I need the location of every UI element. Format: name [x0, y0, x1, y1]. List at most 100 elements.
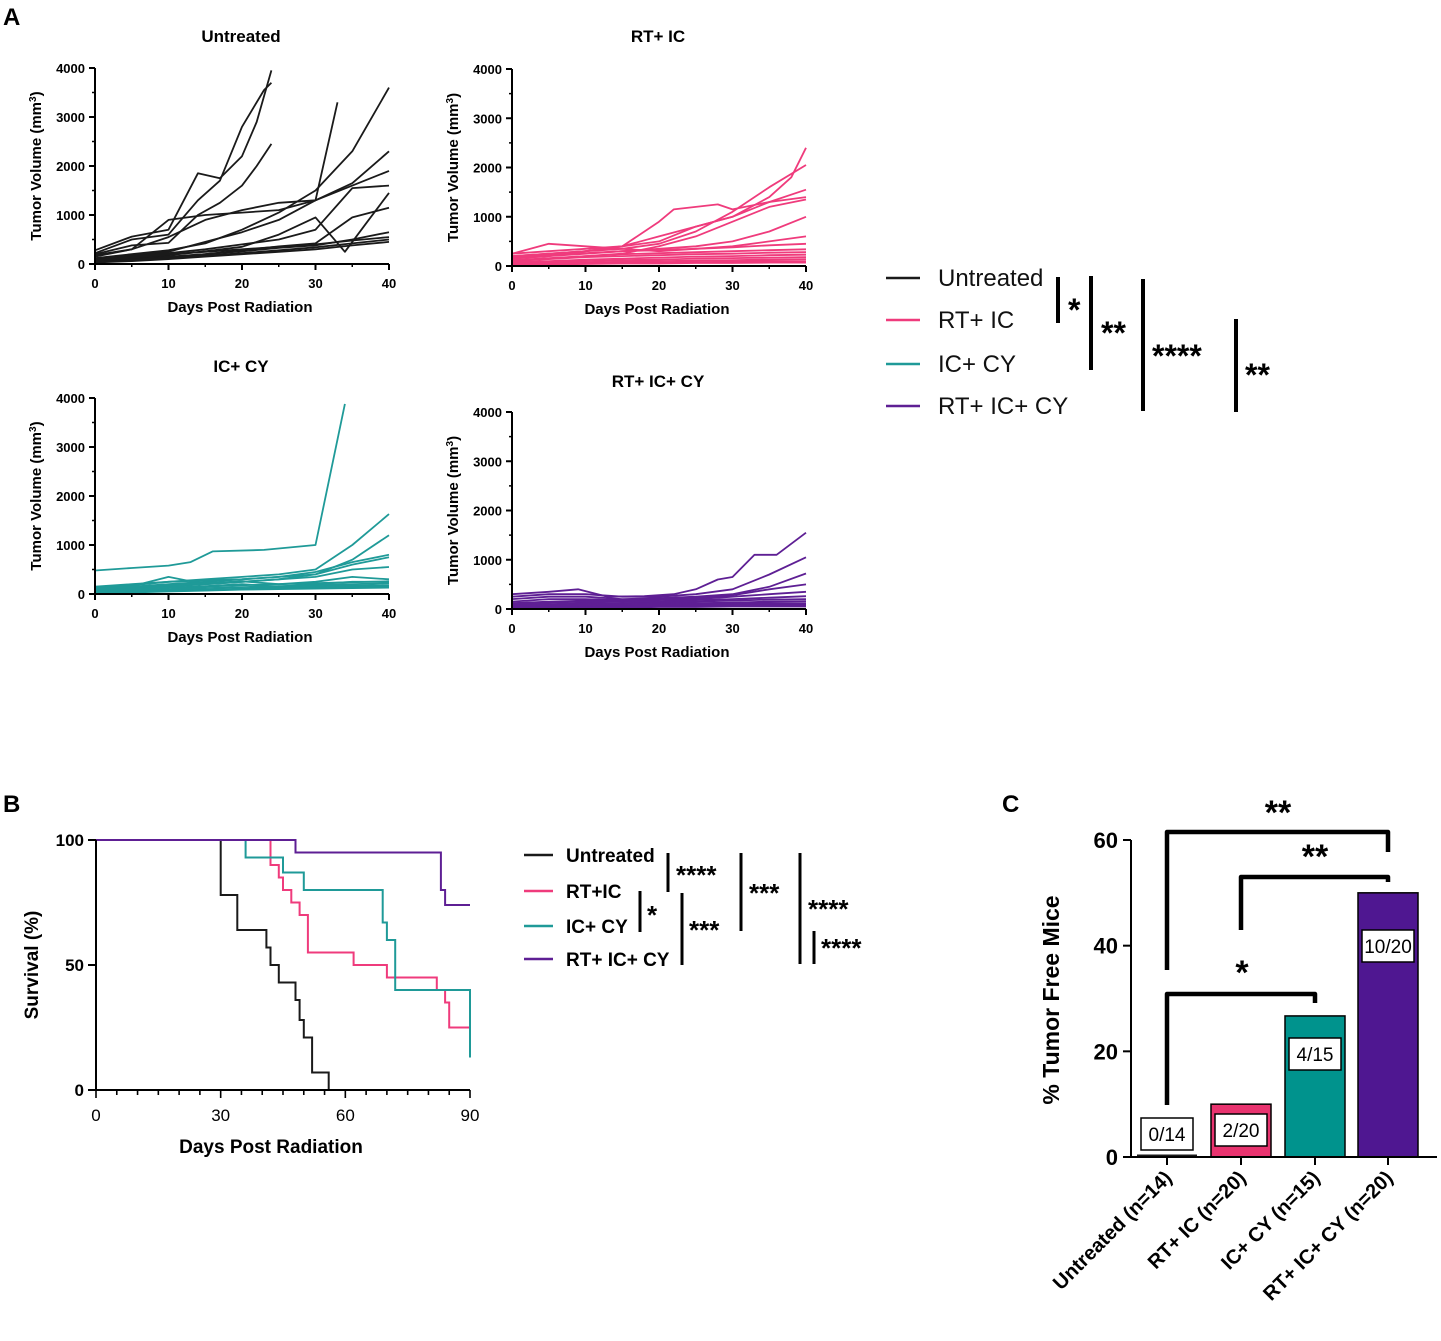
legend-label: RT+IC	[566, 882, 622, 903]
significance-stars: ****	[676, 860, 717, 890]
x-tick-label: 20	[235, 276, 249, 291]
growth-curve-2	[511, 556, 807, 598]
chart-title: RT+ IC+ CY	[612, 372, 705, 391]
growth-curve-8	[511, 600, 807, 607]
growth-chart-untreated: Untreated 0 1000 2000 3000 4000 0 10 20 30 40 Days …	[28, 27, 397, 316]
significance-stars: ***	[749, 878, 780, 908]
growth-curve-7	[511, 235, 807, 255]
significance-stars: ****	[821, 933, 862, 963]
significance-stars: ***	[689, 915, 720, 945]
y-tick-label: 0	[1106, 1145, 1118, 1170]
growth-curve-12	[94, 238, 390, 263]
growth-curve-13	[94, 586, 390, 595]
x-axis-label: Days Post Radiation	[179, 1137, 363, 1158]
x-category-label: Untreated (n=14)	[1049, 1167, 1177, 1295]
bar-label-box	[1140, 1117, 1194, 1151]
y-tick-label: 3000	[473, 111, 502, 126]
growth-curve-12	[511, 605, 806, 610]
x-tick-label: 0	[91, 606, 98, 621]
x-axis-label: Days Post Radiation	[167, 629, 312, 646]
y-tick-label: 4000	[56, 61, 85, 76]
y-tick-label: 1000	[473, 553, 502, 568]
legend-label: Untreated	[938, 265, 1043, 292]
growth-curve-4	[94, 102, 339, 258]
y-axis-label: Tumor Volume (mm3)	[28, 421, 46, 570]
survival-curve	[96, 839, 330, 1090]
tumor-free-bar-chart: 0/14 2/20 4/15 10/20 0 20 40 60 Untreated (n=14)…	[1038, 794, 1437, 1305]
growth-curve-11	[511, 253, 807, 263]
significance-stars: **	[1245, 357, 1270, 393]
x-tick-label: 0	[508, 278, 515, 293]
y-tick-label: 4000	[56, 391, 85, 406]
x-tick-label: 40	[799, 621, 813, 636]
chart-title: RT+ IC	[631, 27, 685, 46]
x-tick-label: 30	[725, 278, 739, 293]
y-tick-label: 1000	[473, 210, 502, 225]
x-tick-label: 60	[336, 1106, 355, 1125]
y-tick-label: 1000	[56, 208, 85, 223]
y-tick-label: 2000	[56, 159, 85, 174]
significance-stars: *	[1235, 954, 1249, 992]
bar-label: 4/15	[1297, 1045, 1334, 1066]
y-tick-label: 3000	[56, 110, 85, 125]
growth-curve-8	[94, 184, 390, 261]
chart-title: Untreated	[201, 27, 280, 46]
legend-label: RT+ IC+ CY	[566, 950, 670, 971]
x-tick-label: 10	[161, 276, 175, 291]
x-tick-label: 30	[308, 606, 322, 621]
growth-curve-15	[511, 261, 806, 266]
x-axis-label: Days Post Radiation	[584, 301, 729, 318]
legend-label: IC+ CY	[938, 351, 1016, 378]
growth-curve-9	[511, 602, 806, 608]
x-tick-label: 20	[652, 621, 666, 636]
x-tick-label: 20	[235, 606, 249, 621]
x-category-label: RT+ IC+ CY (n=20)	[1259, 1167, 1397, 1305]
y-axis-label: Survival (%)	[22, 911, 43, 1020]
y-tick-label: 3000	[473, 454, 502, 469]
significance-stars: **	[1265, 794, 1292, 832]
y-tick-label: 60	[1094, 828, 1118, 853]
bar-label-box	[1288, 1037, 1342, 1071]
growth-curve-12	[511, 256, 807, 264]
x-tick-label: 20	[652, 278, 666, 293]
y-tick-label: 2000	[56, 489, 85, 504]
growth-curve-5	[94, 87, 390, 259]
growth-curve-2	[94, 82, 273, 255]
legend-label: IC+ CY	[566, 917, 628, 938]
y-tick-label: 40	[1094, 934, 1118, 959]
x-axis-label: Days Post Radiation	[584, 644, 729, 661]
x-tick-label: 10	[161, 606, 175, 621]
y-tick-label: 50	[65, 956, 84, 975]
y-tick-label: 1000	[56, 538, 85, 553]
y-tick-label: 100	[56, 831, 84, 850]
growth-curve-1	[94, 403, 346, 572]
chart-title: IC+ CY	[213, 357, 269, 376]
x-tick-label: 40	[382, 276, 396, 291]
growth-curve-1	[94, 70, 273, 252]
x-tick-label: 30	[725, 621, 739, 636]
y-axis-label: Tumor Volume (mm3)	[28, 91, 46, 240]
significance-stars: **	[1101, 315, 1126, 351]
y-axis-label: Tumor Volume (mm3)	[445, 436, 463, 585]
bar-label-box	[1214, 1113, 1268, 1147]
x-tick-label: 10	[578, 278, 592, 293]
growth-curve-7	[511, 598, 807, 606]
x-tick-label: 30	[308, 276, 322, 291]
y-axis-label: Tumor Volume (mm3)	[445, 93, 463, 242]
growth-curve-8	[511, 242, 807, 258]
growth-curve-1	[511, 147, 807, 255]
y-tick-label: 4000	[473, 405, 502, 420]
growth-chart-rt-ic: RT+ IC 0 1000 2000 3000 4000 0 10 20 30 40 Days Pos…	[445, 27, 814, 318]
bar-label: 10/20	[1364, 937, 1412, 958]
y-tick-label: 0	[78, 257, 85, 272]
y-tick-label: 0	[75, 1081, 84, 1100]
y-tick-label: 2000	[473, 161, 502, 176]
y-tick-label: 0	[78, 587, 85, 602]
x-axis-label: Days Post Radiation	[167, 299, 312, 316]
survival-curve	[96, 839, 471, 1058]
y-tick-label: 2000	[473, 504, 502, 519]
y-tick-label: 3000	[56, 440, 85, 455]
legend-label: RT+ IC+ CY	[938, 393, 1068, 420]
